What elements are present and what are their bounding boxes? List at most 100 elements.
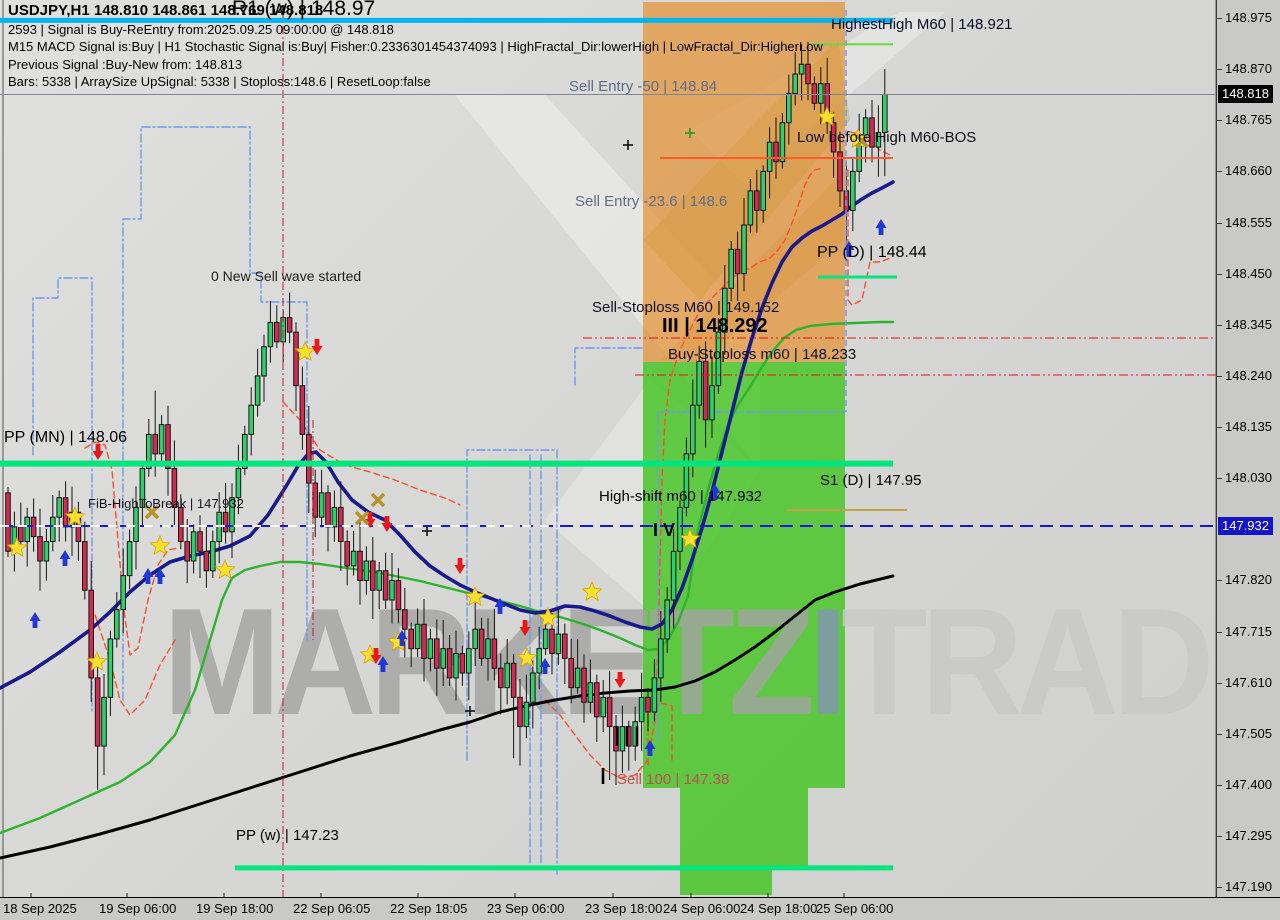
candle-body xyxy=(427,638,434,659)
candle-body xyxy=(498,667,504,689)
candle-body xyxy=(197,531,203,552)
price-tick-label: 147.820 xyxy=(1217,572,1272,588)
candle-body xyxy=(82,541,88,591)
sell-100-label: Sell 100 | 147.38 xyxy=(617,771,730,788)
candle-body xyxy=(210,541,216,572)
candle-body xyxy=(542,628,549,650)
x-signal-icon xyxy=(854,133,870,149)
candle-body xyxy=(491,638,498,669)
candle-body xyxy=(267,321,274,348)
candle-body xyxy=(824,83,831,124)
candle-body xyxy=(606,696,613,728)
candle-body xyxy=(299,385,306,435)
pp-monthly-label: PP (MN) | 148.06 xyxy=(4,429,128,446)
candle-body xyxy=(523,701,530,728)
candle-body xyxy=(773,141,779,163)
x-signal-icon xyxy=(354,510,370,526)
candle-body xyxy=(357,550,363,581)
candle-body xyxy=(43,541,50,562)
candle-body xyxy=(120,575,127,611)
candle-body xyxy=(421,623,427,659)
channel-line xyxy=(657,411,846,741)
down-arrow-icon xyxy=(614,672,626,688)
star-signal-icon xyxy=(149,534,171,555)
candle-body xyxy=(235,467,242,499)
star-signal-icon xyxy=(86,650,108,671)
sell-zone-orange xyxy=(643,2,845,362)
candle-body xyxy=(434,638,440,669)
current-price-tag: 148.818 xyxy=(1218,85,1273,104)
sell-entry-236-label: Sell Entry -23.6 | 148.6 xyxy=(575,193,728,210)
candle-body xyxy=(261,346,267,377)
candle-body xyxy=(293,331,299,387)
candle-body xyxy=(792,73,799,94)
sell-entry-50-label: Sell Entry -50 | 148.84 xyxy=(569,78,718,95)
candle-body xyxy=(50,516,56,543)
candle-body xyxy=(587,682,594,703)
price-tick-label: 147.190 xyxy=(1217,879,1272,895)
price-tick-label: 147.505 xyxy=(1217,725,1272,741)
previous-signal-line: Previous Signal :Buy-New from: 148.813 xyxy=(8,56,243,72)
candle-body xyxy=(760,170,767,211)
candle-body xyxy=(581,667,587,703)
candle-body xyxy=(619,726,626,752)
up-arrow-icon xyxy=(875,219,887,235)
up-arrow-icon xyxy=(709,484,721,500)
candle-body xyxy=(114,609,120,640)
candle-body xyxy=(600,696,607,718)
price-tick-label: 148.345 xyxy=(1217,316,1272,332)
time-tick-label: 19 Sep 18:00 xyxy=(196,901,274,916)
up-arrow-icon xyxy=(539,658,551,674)
time-tick-label: 23 Sep 06:00 xyxy=(487,901,565,916)
candle-body xyxy=(274,321,280,343)
down-arrow-icon xyxy=(92,444,104,460)
signal-info-line: 2593 | Signal is Buy-ReEntry from:2025.0… xyxy=(8,21,394,37)
sell-stoploss-label: Sell-Stoploss M60 | 149.152 xyxy=(592,299,780,316)
candle-body xyxy=(37,536,43,562)
candle-body xyxy=(702,360,709,421)
price-tick-label: 147.610 xyxy=(1217,674,1272,690)
candle-body xyxy=(453,653,459,679)
pp-daily-label: PP (D) | 148.44 xyxy=(817,244,927,261)
up-arrow-icon xyxy=(494,598,506,614)
price-tick-label: 148.975 xyxy=(1217,10,1272,25)
envelope-line xyxy=(282,401,461,506)
candle-body xyxy=(734,248,741,275)
time-tick-label: 19 Sep 06:00 xyxy=(99,901,177,916)
price-tick-label: 147.715 xyxy=(1217,623,1272,639)
star-signal-icon xyxy=(816,105,838,126)
up-arrow-icon xyxy=(154,568,166,584)
price-tick-label: 148.660 xyxy=(1217,163,1272,179)
star-signal-icon xyxy=(537,606,559,627)
price-axis[interactable]: 148.975 148.870 148.765 148.660 148.555 148.4… xyxy=(1216,0,1280,897)
time-tick-label: 25 Sep 06:00 xyxy=(816,901,894,916)
candle-body xyxy=(126,541,133,577)
candle-body xyxy=(286,317,293,333)
candle-body xyxy=(165,424,171,469)
star-signal-icon xyxy=(294,340,316,361)
candle-body xyxy=(882,93,888,133)
fib-price-tag: 147.932 xyxy=(1218,516,1273,535)
candle-body xyxy=(805,63,811,85)
price-tick-label: 148.135 xyxy=(1217,419,1272,435)
down-arrow-icon xyxy=(519,620,531,636)
candle-body xyxy=(382,570,389,601)
candle-body xyxy=(485,638,491,659)
candle-body xyxy=(325,492,331,528)
candle-body xyxy=(683,453,690,508)
candle-body xyxy=(171,467,178,508)
candle-body xyxy=(670,550,677,601)
candle-body xyxy=(402,609,408,630)
candle-body xyxy=(747,190,754,226)
candle-body xyxy=(190,531,197,562)
candle-body xyxy=(677,506,683,552)
bars-info-line: Bars: 5338 | ArraySize UpSignal: 5338 | … xyxy=(8,74,431,89)
candle-body xyxy=(306,433,312,484)
price-tick-label: 148.555 xyxy=(1217,214,1272,230)
up-arrow-icon xyxy=(843,241,855,257)
down-arrow-icon xyxy=(381,516,393,532)
s1-daily-label: S1 (D) | 147.95 xyxy=(820,472,922,489)
time-axis[interactable]: 18 Sep 2025 19 Sep 06:00 19 Sep 18:00 22 Se… xyxy=(0,897,1280,920)
candle-body xyxy=(664,599,671,640)
